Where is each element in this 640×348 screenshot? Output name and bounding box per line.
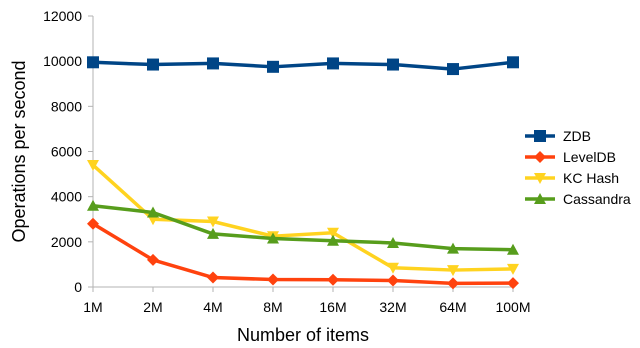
legend: ZDB LevelDB KC Hash Cassandra — [525, 128, 631, 207]
legend-label: ZDB — [563, 128, 591, 144]
x-tick-label: 16M — [319, 299, 346, 315]
data-point-cassandra — [507, 243, 519, 255]
x-tick-label: 4M — [203, 299, 222, 315]
data-point-leveldb — [507, 277, 519, 290]
legend-marker — [534, 193, 546, 204]
data-point-zdb — [447, 63, 459, 76]
data-point-zdb — [387, 58, 399, 71]
series-leveldb — [87, 217, 519, 290]
series-layer — [87, 56, 519, 290]
x-tick-label: 64M — [439, 299, 466, 315]
data-point-zdb — [327, 57, 339, 70]
data-point-leveldb — [267, 273, 279, 286]
data-point-kc-hash — [507, 263, 519, 275]
data-point-cassandra — [267, 232, 279, 244]
data-point-zdb — [267, 60, 279, 73]
data-point-zdb — [147, 58, 159, 71]
data-point-cassandra — [447, 242, 459, 254]
x-axis-ticks: 1M 2M 4M 8M 16M 32M 64M 100M — [83, 287, 531, 315]
x-tick-label: 8M — [263, 299, 282, 315]
series-line-cassandra — [92, 203, 514, 252]
x-axis-title: Number of items — [237, 325, 369, 345]
y-tick-label: 6000 — [51, 144, 82, 160]
legend-item-kc-hash: KC Hash — [525, 170, 619, 186]
y-tick-label: 4000 — [51, 189, 82, 205]
legend-item-leveldb: LevelDB — [525, 149, 616, 165]
y-axis-title: Operations per second — [9, 60, 29, 242]
series-line-leveldb — [92, 222, 514, 286]
x-tick-label: 1M — [83, 299, 102, 315]
legend-label: KC Hash — [563, 170, 619, 186]
legend-label: LevelDB — [563, 149, 616, 165]
data-point-leveldb — [147, 253, 159, 266]
y-tick-label: 10000 — [43, 53, 82, 69]
data-point-zdb — [507, 56, 519, 69]
data-point-kc-hash — [207, 216, 219, 228]
y-tick-label: 12000 — [43, 8, 82, 24]
data-point-cassandra — [207, 227, 219, 239]
y-axis-ticks: 0 2000 4000 6000 8000 10000 12000 — [43, 8, 93, 295]
legend-item-zdb: ZDB — [525, 128, 591, 144]
legend-item-cassandra: Cassandra — [525, 191, 631, 207]
legend-label: Cassandra — [563, 191, 631, 207]
data-point-cassandra — [147, 206, 159, 218]
legend-marker — [534, 151, 546, 163]
data-point-leveldb — [447, 277, 459, 290]
legend-marker — [534, 130, 546, 142]
series-line-kc-hash — [91, 163, 514, 272]
x-tick-label: 2M — [143, 299, 162, 315]
data-point-cassandra — [387, 236, 399, 248]
data-point-leveldb — [387, 274, 399, 287]
data-point-kc-hash — [327, 227, 339, 239]
data-point-kc-hash — [87, 160, 99, 172]
data-point-kc-hash — [387, 262, 399, 274]
series-cassandra — [87, 199, 519, 255]
x-tick-label: 100M — [495, 299, 530, 315]
data-point-cassandra — [327, 234, 339, 246]
y-tick-label: 8000 — [51, 98, 82, 114]
data-point-leveldb — [327, 273, 339, 286]
data-point-zdb — [207, 57, 219, 70]
data-point-zdb — [87, 56, 99, 69]
y-tick-label: 2000 — [51, 234, 82, 250]
y-tick-label: 0 — [74, 279, 82, 295]
series-zdb — [87, 56, 519, 76]
data-point-kc-hash — [447, 265, 459, 277]
x-tick-label: 32M — [379, 299, 406, 315]
data-point-leveldb — [207, 271, 219, 284]
data-point-cassandra — [87, 199, 99, 211]
legend-marker — [534, 173, 546, 184]
data-point-leveldb — [87, 217, 99, 230]
series-line-zdb — [92, 60, 514, 71]
